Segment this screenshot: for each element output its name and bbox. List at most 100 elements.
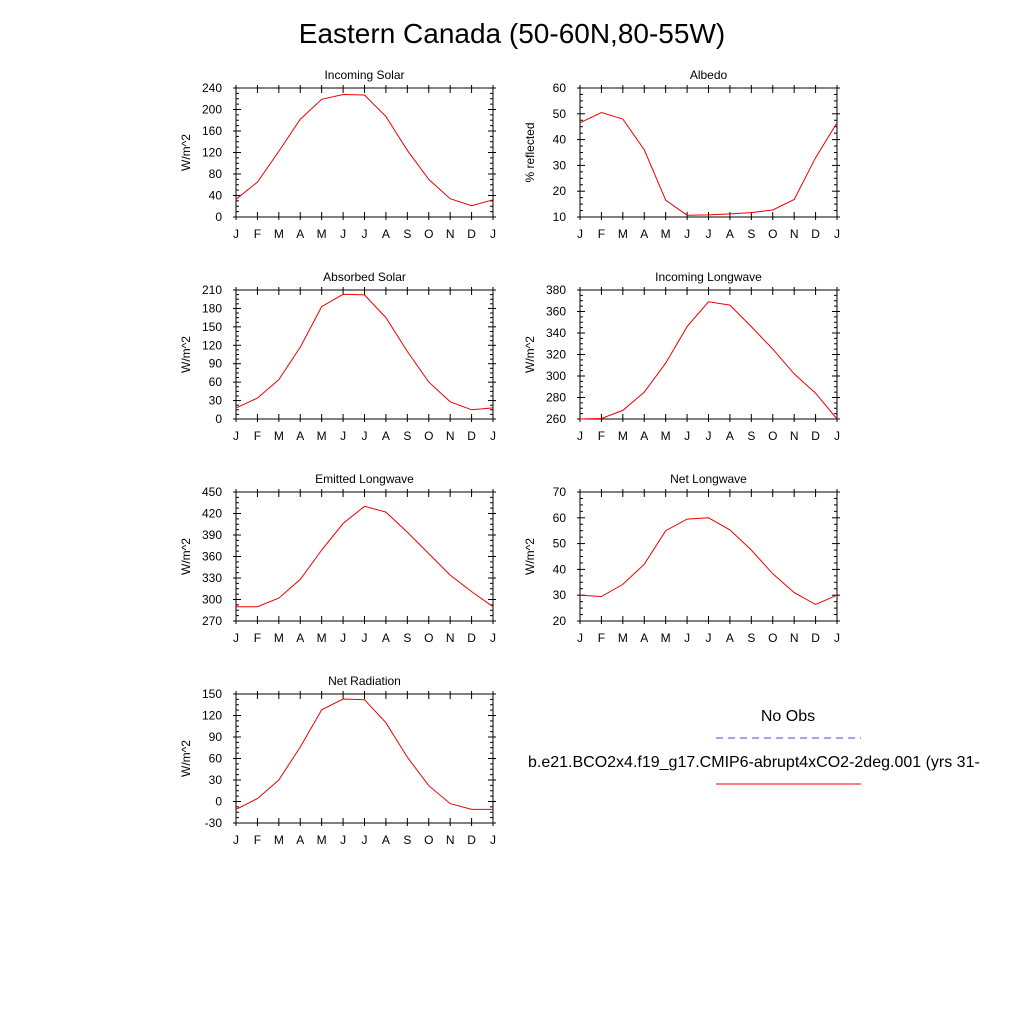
y-tick-label: 60 [209,375,223,389]
x-tick-label: M [661,227,671,241]
x-tick-label: J [577,227,583,241]
x-tick-label: A [640,631,648,645]
x-tick-label: S [747,429,755,443]
x-tick-label: J [684,631,690,645]
plot-frame [235,693,494,824]
y-tick-label: 0 [215,210,222,224]
x-tick-label: O [424,631,433,645]
y-tick-label: 120 [202,338,222,352]
x-tick-label: S [403,429,411,443]
x-tick-label: J [706,631,712,645]
x-tick-label: J [362,833,368,847]
x-tick-label: D [467,429,476,443]
y-tick-label: 380 [546,283,566,297]
y-tick-label: 60 [553,81,567,95]
x-tick-label: M [661,631,671,645]
y-tick-label: 40 [553,133,567,147]
y-tick-label: 40 [553,562,567,576]
chart-incoming-longwave: J F M A M J J A S O N D J260280300320340360380Incomi… [523,270,840,443]
series-line [579,111,838,216]
y-tick-label: 320 [546,348,566,362]
x-tick-label: N [790,631,799,645]
series-line [235,93,494,207]
x-tick-label: M [661,429,671,443]
chart-absorbed-solar: J F M A M J J A S O N D J0306090120150180210Absorbed… [179,270,496,443]
x-tick-label: M [618,429,628,443]
plot-frame [579,87,838,218]
x-tick-label: M [274,631,284,645]
series-line [579,517,838,606]
y-tick-label: 420 [202,507,222,521]
x-tick-label: S [747,631,755,645]
x-tick-label: A [296,631,304,645]
x-tick-label: J [340,631,346,645]
y-axis-label: W/m^2 [179,336,193,373]
y-axis-label: W/m^2 [523,538,537,575]
x-tick-label: A [382,429,390,443]
x-tick-label: J [490,227,496,241]
x-tick-label: J [490,429,496,443]
y-tick-label: 0 [215,795,222,809]
y-tick-label: 150 [202,320,222,334]
x-tick-label: M [274,429,284,443]
plot-title: Incoming Solar [324,68,404,82]
x-tick-label: A [726,429,734,443]
x-tick-label: A [382,833,390,847]
y-axis-label: W/m^2 [179,134,193,171]
plot-frame [579,289,838,420]
x-tick-label: A [296,227,304,241]
x-tick-label: A [296,833,304,847]
series-line [235,698,493,810]
x-tick-label: J [834,227,840,241]
plot-frame [235,289,494,420]
x-tick-label: F [254,429,261,443]
plot-title: Net Radiation [328,674,401,688]
y-tick-label: 360 [202,550,222,564]
y-tick-label: 160 [202,124,222,138]
y-tick-label: 0 [215,412,222,426]
x-tick-label: M [317,227,327,241]
y-tick-label: 210 [202,283,222,297]
y-tick-label: 40 [209,189,223,203]
y-tick-label: 120 [202,709,222,723]
x-tick-label: J [706,429,712,443]
x-tick-label: N [446,833,455,847]
x-tick-label: J [706,227,712,241]
x-tick-label: M [274,227,284,241]
y-tick-label: 50 [553,107,567,121]
x-tick-label: A [640,429,648,443]
x-tick-label: J [577,631,583,645]
y-tick-label: 60 [209,752,223,766]
x-tick-label: M [618,227,628,241]
y-tick-label: 200 [202,103,222,117]
x-tick-label: D [811,227,820,241]
x-tick-label: F [254,833,261,847]
y-tick-label: 30 [553,158,567,172]
plot-frame [235,87,494,218]
x-tick-label: O [424,833,433,847]
y-tick-label: 300 [202,593,222,607]
plot-frame [579,491,838,622]
y-tick-label: 150 [202,687,222,701]
x-tick-label: J [684,429,690,443]
plot-title: Emitted Longwave [315,472,414,486]
x-tick-label: J [340,227,346,241]
x-tick-label: N [790,227,799,241]
x-tick-label: D [467,227,476,241]
y-tick-label: 240 [202,81,222,95]
legend: No Obs b.e21.BCO2x4.f19_g17.CMIP6-abrupt… [528,708,980,785]
plot-title: Net Longwave [670,472,747,486]
x-tick-label: J [490,833,496,847]
legend-obs-label: No Obs [761,708,815,725]
y-axis-label: W/m^2 [179,538,193,575]
y-tick-label: 30 [553,588,567,602]
series-line [579,301,838,420]
series-line [235,293,494,411]
x-tick-label: O [424,429,433,443]
x-tick-label: J [834,631,840,645]
y-tick-label: 340 [546,326,566,340]
plot-title: Absorbed Solar [323,270,406,284]
y-tick-label: 300 [546,369,566,383]
y-axis-label: W/m^2 [523,336,537,373]
y-tick-label: 90 [209,357,223,371]
